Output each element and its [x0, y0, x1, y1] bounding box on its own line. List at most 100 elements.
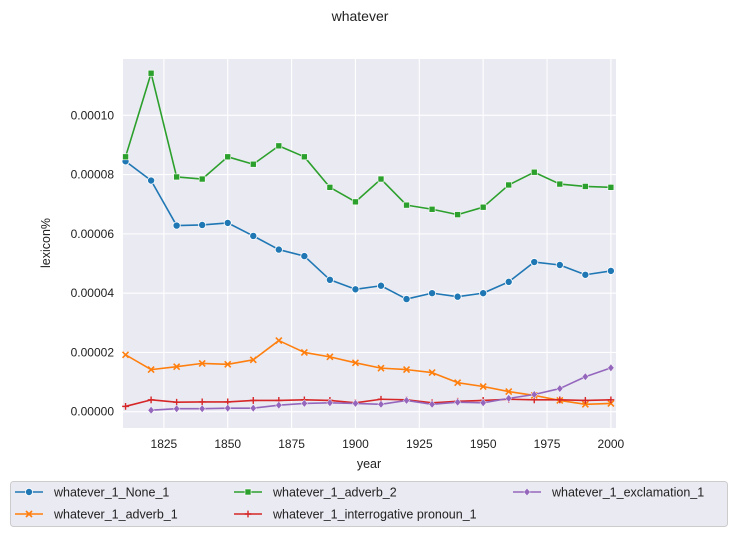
data-point	[122, 153, 129, 161]
data-point	[428, 205, 436, 213]
data-point	[556, 180, 564, 188]
data-point	[402, 295, 411, 304]
data-point	[224, 403, 232, 413]
data-point	[479, 398, 487, 407]
legend-swatch-marker	[25, 510, 33, 518]
data-point	[581, 400, 589, 408]
data-point	[300, 252, 309, 261]
series-whatever-1-none-1	[121, 157, 615, 304]
data-point	[121, 351, 130, 359]
legend: whatever_1_None_1 whatever_1_adverb_1 what…	[10, 481, 728, 527]
data-point	[377, 175, 385, 183]
legend-label: whatever_1_adverb_1	[53, 508, 178, 522]
y-tick-label: 0.00008	[71, 168, 115, 182]
data-point	[224, 153, 232, 161]
data-point	[326, 353, 334, 361]
x-tick-label: 1975	[534, 437, 561, 451]
legend-item-whatever-1-exclamation-1: whatever_1_exclamation_1	[513, 486, 704, 500]
data-point	[147, 406, 155, 415]
x-tick-label: 2000	[598, 437, 625, 451]
data-point	[173, 404, 181, 413]
data-point	[582, 183, 589, 190]
data-point	[454, 398, 462, 407]
data-point	[224, 360, 232, 368]
legend-label: whatever_1_interrogative pronoun_1	[272, 508, 477, 522]
data-point	[606, 266, 615, 275]
data-point	[376, 281, 385, 290]
data-point	[377, 364, 385, 372]
data-point	[300, 399, 308, 408]
data-point	[249, 403, 257, 413]
data-point	[249, 397, 257, 404]
data-point	[505, 181, 513, 189]
x-axis-label: year	[357, 457, 381, 471]
data-point	[198, 398, 206, 406]
y-tick-label: 0.00010	[71, 108, 115, 122]
data-point	[249, 160, 257, 168]
legend-swatch-marker	[244, 510, 252, 518]
series-line-whatever-1-none-1	[125, 160, 612, 300]
data-point	[275, 337, 283, 345]
data-point	[479, 203, 487, 211]
plot-area	[123, 59, 616, 428]
data-point	[402, 366, 411, 374]
x-tick-label: 1850	[214, 437, 241, 451]
data-point	[581, 270, 590, 279]
data-point	[453, 292, 462, 301]
y-axis-label: lexicon%	[39, 218, 53, 268]
legend-box	[10, 481, 728, 527]
data-point	[454, 211, 461, 218]
data-point	[147, 69, 155, 77]
data-point	[147, 176, 156, 185]
data-point	[325, 275, 334, 284]
data-point	[326, 398, 334, 407]
data-point	[403, 396, 411, 405]
data-point	[147, 366, 155, 374]
data-point	[147, 396, 155, 404]
x-tick-label: 1875	[278, 437, 305, 451]
series-line-whatever-1-adverb-2	[124, 72, 611, 216]
data-point	[249, 231, 258, 240]
data-point	[173, 173, 180, 181]
series-layer	[121, 69, 615, 415]
data-point	[198, 359, 206, 367]
data-point	[607, 184, 615, 191]
data-point	[198, 175, 206, 183]
data-point	[454, 379, 462, 387]
data-point	[275, 400, 283, 410]
legend-swatch-marker	[523, 487, 531, 497]
data-point	[377, 400, 385, 409]
data-point	[403, 201, 410, 209]
legend-item-whatever-1-interrogative-pronoun-1: whatever_1_interrogative pronoun_1	[234, 508, 477, 522]
legend-label: whatever_1_adverb_2	[272, 486, 397, 500]
data-point	[556, 396, 564, 404]
data-point	[172, 221, 181, 230]
data-point	[249, 356, 257, 364]
data-point	[505, 387, 513, 396]
y-tick-label: 0.00004	[71, 286, 115, 300]
x-tick-label: 1925	[406, 437, 433, 451]
data-point	[530, 390, 538, 399]
series-whatever-1-exclamation-1	[147, 363, 615, 415]
series-whatever-1-adverb-2	[122, 69, 615, 218]
data-point	[428, 289, 437, 298]
y-axis-ticks: 0.00000 0.00002 0.00004 0.00006 0.00008 0.000…	[71, 108, 115, 418]
data-point	[581, 372, 589, 381]
x-tick-label: 1900	[342, 437, 369, 451]
data-point	[351, 399, 359, 408]
data-point	[352, 198, 359, 206]
data-point	[173, 363, 181, 371]
x-axis-ticks: 1825 1850 1875 1900 1925 1950 1975 2000	[151, 437, 625, 451]
data-point	[555, 260, 564, 269]
data-point	[530, 168, 538, 176]
data-point	[275, 142, 283, 150]
data-point	[300, 348, 308, 356]
data-point	[198, 404, 206, 413]
data-point	[198, 220, 207, 229]
data-point	[274, 245, 283, 254]
data-point	[530, 258, 539, 267]
data-point	[479, 382, 487, 391]
y-tick-label: 0.00000	[71, 405, 115, 419]
data-point	[556, 384, 564, 393]
